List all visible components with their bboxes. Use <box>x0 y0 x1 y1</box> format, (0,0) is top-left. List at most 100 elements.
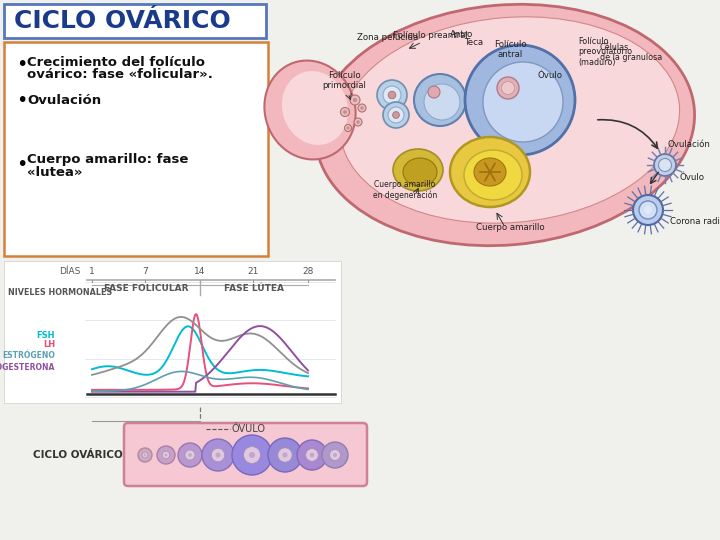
Circle shape <box>639 201 657 219</box>
FancyBboxPatch shape <box>124 423 367 486</box>
Text: Antro: Antro <box>451 30 474 39</box>
Circle shape <box>243 447 261 463</box>
Circle shape <box>278 448 292 462</box>
Text: ÓVULO: ÓVULO <box>232 424 266 434</box>
Text: Folículo
antral: Folículo antral <box>494 40 526 59</box>
Circle shape <box>333 453 337 457</box>
Text: •: • <box>16 91 27 110</box>
Text: NIVELES HORMONALES: NIVELES HORMONALES <box>8 288 112 297</box>
Circle shape <box>211 448 225 462</box>
Circle shape <box>502 82 515 94</box>
Text: CICLO OVÁRICO: CICLO OVÁRICO <box>14 9 230 33</box>
Text: Cuerpo amarillo: Cuerpo amarillo <box>476 223 544 232</box>
Circle shape <box>654 154 676 176</box>
Circle shape <box>388 91 396 99</box>
Text: Células
de la granulosa: Células de la granulosa <box>600 43 662 62</box>
Text: FASE FOLICULAR: FASE FOLICULAR <box>104 284 188 293</box>
Text: Folículo
primordial: Folículo primordial <box>322 71 366 90</box>
Ellipse shape <box>403 158 437 186</box>
Text: FASE LÚTEA: FASE LÚTEA <box>224 284 284 293</box>
Circle shape <box>306 449 318 461</box>
Circle shape <box>162 451 170 459</box>
Circle shape <box>483 62 563 142</box>
Ellipse shape <box>474 158 506 186</box>
Text: 28: 28 <box>302 267 314 276</box>
Circle shape <box>215 453 220 457</box>
Ellipse shape <box>282 71 348 145</box>
Circle shape <box>195 424 205 434</box>
Circle shape <box>282 453 287 457</box>
Circle shape <box>383 86 401 104</box>
Text: 21: 21 <box>247 267 258 276</box>
Circle shape <box>414 74 466 126</box>
Circle shape <box>188 453 192 457</box>
Circle shape <box>388 107 404 123</box>
Text: FSH: FSH <box>37 330 55 340</box>
Text: •: • <box>16 56 27 75</box>
Text: ovárico: fase «folicular».: ovárico: fase «folicular». <box>27 68 213 80</box>
Text: LH: LH <box>43 340 55 349</box>
Circle shape <box>358 104 366 112</box>
FancyBboxPatch shape <box>4 4 266 38</box>
Circle shape <box>424 84 460 120</box>
Circle shape <box>346 126 350 130</box>
Ellipse shape <box>393 149 443 191</box>
Ellipse shape <box>464 150 522 200</box>
Text: 1: 1 <box>89 267 95 276</box>
Text: Cuerpo amarillo: fase: Cuerpo amarillo: fase <box>27 153 189 166</box>
Ellipse shape <box>450 137 530 207</box>
Circle shape <box>428 86 440 98</box>
Text: Teca: Teca <box>465 38 485 47</box>
Text: Ovulación: Ovulación <box>668 140 711 149</box>
Circle shape <box>354 118 362 126</box>
Text: Cuerpo amarillo
en degeneración: Cuerpo amarillo en degeneración <box>373 180 437 200</box>
Text: «lutea»: «lutea» <box>27 165 83 179</box>
Circle shape <box>197 427 202 431</box>
Circle shape <box>185 450 195 460</box>
Text: •: • <box>16 156 27 174</box>
Ellipse shape <box>315 4 695 246</box>
Circle shape <box>644 206 652 214</box>
Circle shape <box>142 452 148 458</box>
Circle shape <box>310 453 314 457</box>
Circle shape <box>268 438 302 472</box>
Circle shape <box>178 443 202 467</box>
Circle shape <box>344 125 351 132</box>
Circle shape <box>232 435 272 475</box>
Circle shape <box>353 98 357 102</box>
FancyBboxPatch shape <box>4 261 341 403</box>
Text: 14: 14 <box>194 267 206 276</box>
Circle shape <box>497 77 519 99</box>
Circle shape <box>383 102 409 128</box>
Text: Ovulación: Ovulación <box>27 93 101 106</box>
Circle shape <box>341 107 349 117</box>
Text: 7: 7 <box>142 267 148 276</box>
Text: DÍAS: DÍAS <box>59 267 81 276</box>
Text: Crecimiento del folículo: Crecimiento del folículo <box>27 56 205 69</box>
Circle shape <box>144 454 146 456</box>
Circle shape <box>330 449 341 461</box>
Text: Zona pelúcida: Zona pelúcida <box>357 33 418 42</box>
Circle shape <box>138 448 152 462</box>
Circle shape <box>165 454 167 456</box>
Circle shape <box>249 452 255 458</box>
Text: PROGESTERONA: PROGESTERONA <box>0 362 55 372</box>
Circle shape <box>157 446 175 464</box>
Circle shape <box>322 442 348 468</box>
Circle shape <box>633 195 663 225</box>
Text: Óvulo: Óvulo <box>538 71 563 80</box>
Circle shape <box>343 110 347 114</box>
Text: Folículo
preovulatorio
(maduro): Folículo preovulatorio (maduro) <box>578 37 632 67</box>
Text: Óvulo: Óvulo <box>680 173 705 182</box>
Text: CICLO OVÁRICO: CICLO OVÁRICO <box>33 449 123 460</box>
Ellipse shape <box>264 60 356 159</box>
Circle shape <box>465 45 575 155</box>
FancyBboxPatch shape <box>4 42 268 256</box>
Circle shape <box>297 440 327 470</box>
Circle shape <box>360 106 364 110</box>
Circle shape <box>392 112 400 118</box>
Text: ESTRÓGENO: ESTRÓGENO <box>2 352 55 360</box>
Circle shape <box>356 120 360 124</box>
Text: Corona radiada: Corona radiada <box>670 217 720 226</box>
Circle shape <box>377 80 407 110</box>
